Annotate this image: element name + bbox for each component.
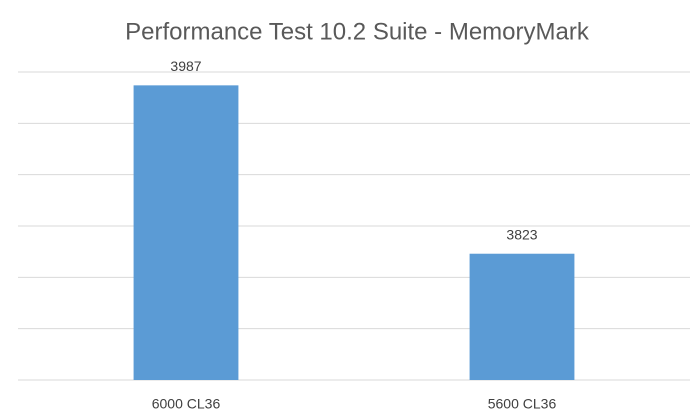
data-label: 3987 xyxy=(170,58,201,74)
data-label: 3823 xyxy=(506,226,537,242)
bar xyxy=(469,253,575,380)
bar xyxy=(133,85,239,380)
x-tick-label: 6000 CL36 xyxy=(152,396,221,412)
x-tick-label: 5600 CL36 xyxy=(488,396,557,412)
chart-title: Performance Test 10.2 Suite - MemoryMark xyxy=(125,18,590,45)
